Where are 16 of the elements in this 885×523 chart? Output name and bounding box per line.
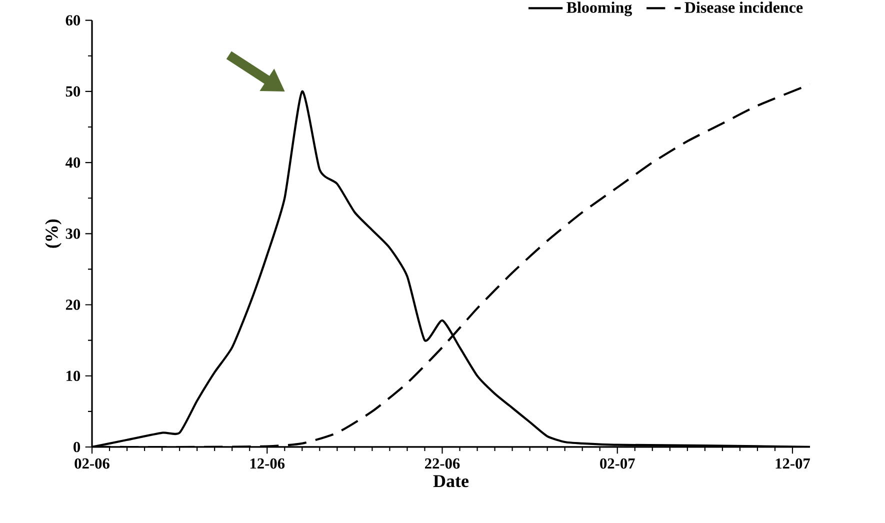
y-tick-label: 30 (66, 228, 80, 239)
y-axis-title: (%) (45, 219, 62, 248)
x-tick-label: 02-06 (74, 458, 110, 469)
x-tick-label: 12-07 (776, 458, 810, 469)
y-tick-label: 10 (66, 370, 80, 382)
y-tick-label: 20 (66, 300, 80, 310)
y-tick-label: 60 (66, 15, 80, 26)
y-tick-label: 50 (66, 86, 80, 97)
legend-label: Disease incidence (684, 2, 803, 13)
x-tick-label: 22-06 (425, 458, 460, 469)
x-tick-label: 12-06 (250, 458, 285, 469)
y-tick-label: 0 (74, 442, 80, 452)
x-tick-label: 02-07 (600, 458, 635, 469)
y-tick-label: 40 (66, 157, 80, 168)
x-axis-title: Date (433, 475, 469, 488)
legend-label: Blooming (566, 2, 632, 16)
